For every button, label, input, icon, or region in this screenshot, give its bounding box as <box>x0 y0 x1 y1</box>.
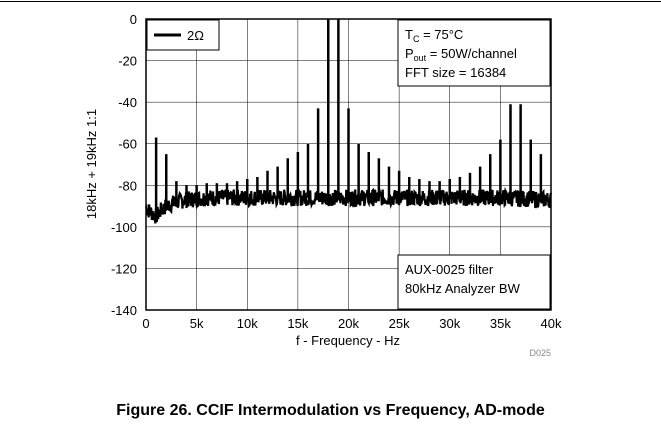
y-tick-labels: 0 -20 -40 -60 -80 -100 -120 -140 <box>111 12 137 318</box>
x-tick-label: 35k <box>490 316 511 331</box>
top-rule <box>0 1 661 2</box>
x-tick-label: 10k <box>237 316 258 331</box>
noise-floor-trace <box>145 186 553 224</box>
filter-note-box <box>397 254 551 310</box>
figure-caption: Figure 26. CCIF Intermodulation vs Frequ… <box>116 402 545 419</box>
y-tick-label: -40 <box>118 95 137 110</box>
y-tick-label: -60 <box>118 137 137 152</box>
x-tick-label: 30k <box>439 316 460 331</box>
x-tick-label: 5k <box>190 316 204 331</box>
y-tick-label: -20 <box>118 54 137 69</box>
filter-note-line-1: AUX-0025 filter <box>405 262 494 277</box>
x-tick-label: 15k <box>287 316 308 331</box>
y-tick-label: -120 <box>111 261 137 276</box>
filter-note-line-2: 80kHz Analyzer BW <box>405 281 521 296</box>
conditions-box <box>397 19 551 87</box>
x-tick-label: 25k <box>389 316 410 331</box>
x-tick-label: 40k <box>541 316 562 331</box>
condition-tc: TC = 75°C <box>405 27 463 44</box>
y-axis-label: 18kHz + 19kHz 1:1 <box>84 109 99 219</box>
legend-label-2ohm: 2Ω <box>187 28 204 43</box>
x-tick-labels: 0 5k 10k 15k 20k 25k 30k 35k 40k <box>142 316 562 331</box>
plot-frame <box>145 18 552 311</box>
figure-code: D025 <box>529 348 551 358</box>
chart: 0 5k 10k 15k 20k 25k 30k 35k 40k 0 -20 -40 -60 -80 -1… <box>84 12 562 358</box>
x-axis-label: f - Frequency - Hz <box>296 333 400 348</box>
x-tick-label: 20k <box>338 316 359 331</box>
condition-pout: Pout = 50W/channel <box>405 46 517 63</box>
y-tick-label: -140 <box>111 303 137 318</box>
data-layer <box>145 19 553 224</box>
condition-fft: FFT size = 16384 <box>405 65 506 80</box>
y-tick-label: -100 <box>111 220 137 235</box>
x-tick-label: 0 <box>142 316 149 331</box>
y-tick-label: 0 <box>130 12 137 27</box>
y-tick-label: -80 <box>118 178 137 193</box>
